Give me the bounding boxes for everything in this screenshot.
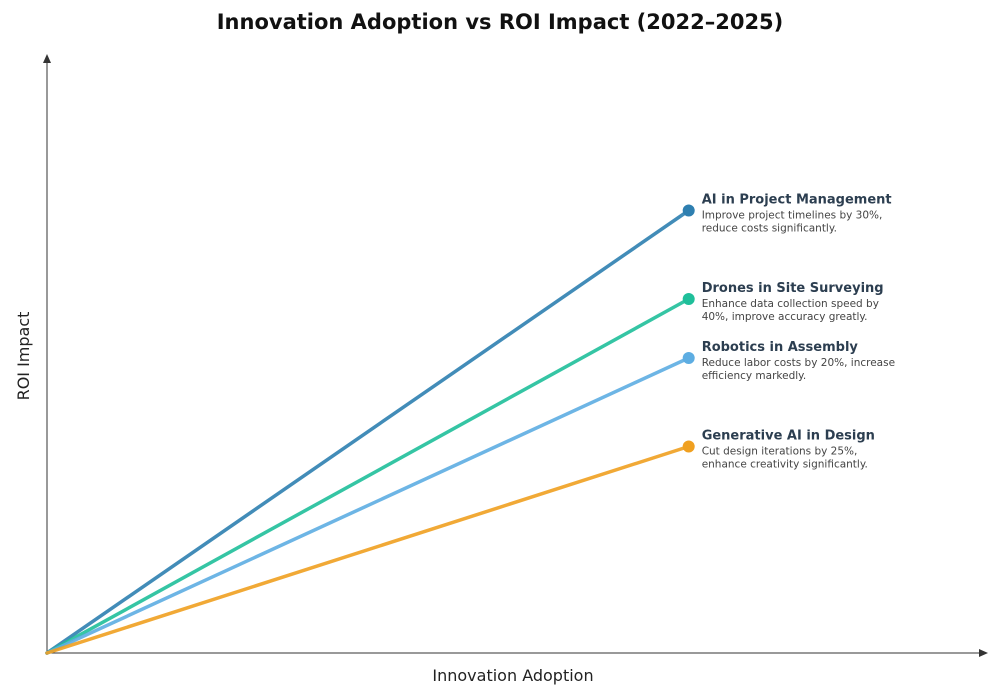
series-endpoint-2 <box>682 293 695 305</box>
series-label-4: Generative AI in Design <box>702 429 875 444</box>
series-line-1 <box>45 208 691 655</box>
series-description-3-line-1: Reduce labor costs by 20%, increase <box>702 357 895 369</box>
series-line-4 <box>45 444 691 655</box>
series-label-1: AI in Project Management <box>702 193 892 208</box>
series-endpoint-3 <box>682 352 695 364</box>
series-layer: AI in Project Management Improve project … <box>45 193 895 655</box>
series-description-2-line-1: Enhance data collection speed by <box>702 298 879 310</box>
x-axis-label: Innovation Adoption <box>432 666 593 685</box>
chart-title: Innovation Adoption vs ROI Impact (2022–… <box>216 10 784 34</box>
series-endpoint-1 <box>682 204 695 217</box>
series-label-2: Drones in Site Surveying <box>702 281 884 296</box>
series-line-2 <box>45 297 691 655</box>
series-description-4-line-1: Cut design iterations by 25%, <box>702 446 858 458</box>
series-description-2-line-2: 40%, improve accuracy greatly. <box>702 311 868 323</box>
series-endpoint-4 <box>682 440 695 453</box>
y-axis-label: ROI Impact <box>14 312 33 401</box>
series-description-4-line-2: enhance creativity significantly. <box>702 459 868 471</box>
series-description-3-line-2: efficiency markedly. <box>702 370 807 382</box>
series-line-3 <box>45 356 691 655</box>
series-label-3: Robotics in Assembly <box>702 340 859 355</box>
series-description-1-line-1: Improve project timelines by 30%, <box>702 210 883 222</box>
series-description-1-line-2: reduce costs significantly. <box>702 223 837 235</box>
